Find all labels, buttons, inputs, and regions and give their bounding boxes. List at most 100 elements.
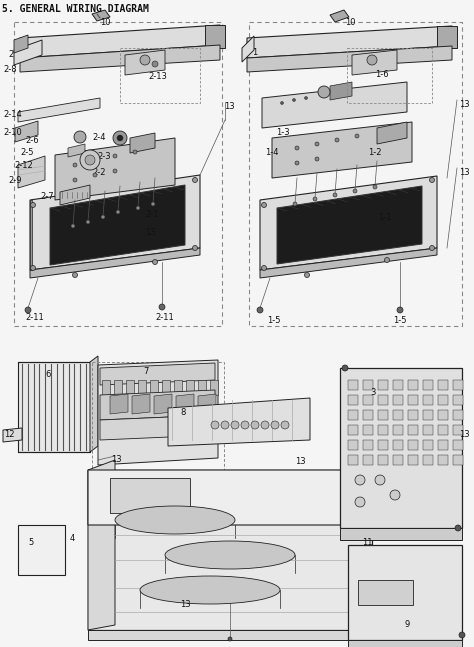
Polygon shape <box>210 380 218 395</box>
Circle shape <box>304 272 310 278</box>
Text: 13: 13 <box>459 168 470 177</box>
Text: 2: 2 <box>8 50 13 59</box>
Bar <box>453 395 463 405</box>
Circle shape <box>113 169 117 173</box>
Bar <box>453 455 463 465</box>
Polygon shape <box>98 360 218 465</box>
Polygon shape <box>150 380 158 395</box>
Circle shape <box>271 421 279 429</box>
Bar <box>423 440 433 450</box>
Polygon shape <box>100 415 215 440</box>
Text: 2-4: 2-4 <box>92 133 106 142</box>
Text: 7: 7 <box>143 367 148 376</box>
Polygon shape <box>340 368 462 528</box>
Circle shape <box>459 632 465 638</box>
Text: 13: 13 <box>180 600 191 609</box>
Bar <box>453 425 463 435</box>
Bar <box>408 425 418 435</box>
Text: 1-4: 1-4 <box>265 148 279 157</box>
Polygon shape <box>100 390 215 420</box>
Text: 12: 12 <box>4 430 15 439</box>
Bar <box>453 410 463 420</box>
Polygon shape <box>138 380 146 395</box>
Circle shape <box>318 86 330 98</box>
Bar <box>378 380 388 390</box>
Bar <box>408 410 418 420</box>
Text: 6: 6 <box>45 370 50 379</box>
Polygon shape <box>102 380 110 395</box>
Bar <box>348 440 358 450</box>
Text: 2-13: 2-13 <box>148 72 167 81</box>
Text: 3: 3 <box>370 388 375 397</box>
Text: 13: 13 <box>145 228 155 237</box>
Circle shape <box>262 265 266 270</box>
Circle shape <box>355 497 365 507</box>
Text: 2-12: 2-12 <box>14 161 33 170</box>
Text: 1-6: 1-6 <box>375 70 389 79</box>
Circle shape <box>261 421 269 429</box>
Bar <box>393 380 403 390</box>
Circle shape <box>241 421 249 429</box>
Polygon shape <box>260 176 437 270</box>
Polygon shape <box>242 36 254 62</box>
Polygon shape <box>18 362 90 452</box>
Bar <box>423 410 433 420</box>
Polygon shape <box>205 25 225 48</box>
Circle shape <box>429 177 435 182</box>
Polygon shape <box>100 363 215 385</box>
Polygon shape <box>198 380 206 395</box>
Circle shape <box>152 61 158 67</box>
Polygon shape <box>18 525 65 575</box>
Bar <box>393 410 403 420</box>
Text: 2-1: 2-1 <box>145 210 158 219</box>
Polygon shape <box>377 122 407 144</box>
Bar <box>423 395 433 405</box>
Text: 13: 13 <box>459 100 470 109</box>
Circle shape <box>192 177 198 182</box>
Bar <box>358 580 413 605</box>
Text: 2-3: 2-3 <box>97 152 110 161</box>
Circle shape <box>342 365 348 371</box>
Bar <box>363 380 373 390</box>
Bar <box>348 455 358 465</box>
Text: 2-8: 2-8 <box>3 65 17 74</box>
Polygon shape <box>3 428 22 442</box>
Polygon shape <box>176 394 194 414</box>
Polygon shape <box>20 25 220 58</box>
Circle shape <box>151 202 155 206</box>
Text: 5. GENERAL WIRING DIAGRAM: 5. GENERAL WIRING DIAGRAM <box>2 4 149 14</box>
Circle shape <box>295 161 299 165</box>
Polygon shape <box>262 82 407 128</box>
Circle shape <box>25 307 31 313</box>
Circle shape <box>74 131 86 143</box>
Bar <box>438 455 448 465</box>
Circle shape <box>80 150 100 170</box>
Polygon shape <box>20 45 220 72</box>
Polygon shape <box>88 630 372 640</box>
Text: 10: 10 <box>100 18 110 27</box>
Circle shape <box>333 193 337 197</box>
Ellipse shape <box>140 576 280 604</box>
Polygon shape <box>92 10 110 21</box>
Text: 10: 10 <box>345 18 356 27</box>
Bar <box>423 455 433 465</box>
Circle shape <box>397 307 403 313</box>
Bar <box>120 48 200 103</box>
Polygon shape <box>174 380 182 395</box>
Circle shape <box>281 421 289 429</box>
Circle shape <box>315 157 319 161</box>
Text: 1: 1 <box>252 48 257 57</box>
Polygon shape <box>348 640 462 647</box>
Circle shape <box>429 245 435 250</box>
Polygon shape <box>90 356 98 452</box>
Polygon shape <box>437 26 457 48</box>
Polygon shape <box>162 380 170 395</box>
Polygon shape <box>88 470 372 525</box>
Text: 2-11: 2-11 <box>25 313 44 322</box>
Circle shape <box>384 258 390 263</box>
Polygon shape <box>154 394 172 414</box>
Polygon shape <box>50 185 185 265</box>
Polygon shape <box>247 26 452 58</box>
Ellipse shape <box>115 506 235 534</box>
Bar <box>393 425 403 435</box>
